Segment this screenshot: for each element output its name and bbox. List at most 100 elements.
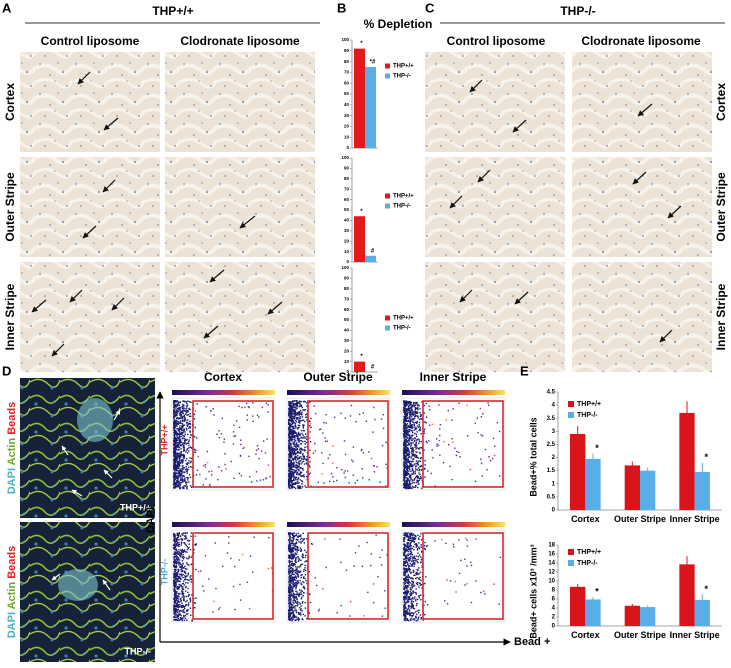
- event: [178, 596, 179, 597]
- event: [291, 554, 292, 555]
- event: [184, 416, 185, 417]
- event: [420, 546, 421, 547]
- event: [406, 487, 407, 488]
- event: [407, 432, 408, 433]
- event: [217, 479, 218, 480]
- event: [448, 444, 449, 445]
- event: [288, 482, 289, 483]
- event: [309, 461, 310, 462]
- event: [185, 532, 186, 533]
- event: [296, 567, 297, 568]
- event: [186, 484, 187, 485]
- event: [295, 460, 296, 461]
- event: [411, 488, 412, 489]
- event: [302, 453, 303, 454]
- panel-title: % Depletion: [364, 17, 433, 31]
- event: [288, 587, 289, 588]
- event: [413, 405, 414, 406]
- event: [301, 538, 302, 539]
- event: [310, 602, 311, 603]
- event: [303, 614, 304, 615]
- event: [291, 440, 292, 441]
- event: [321, 452, 322, 453]
- event: [410, 419, 411, 420]
- event: [176, 566, 177, 567]
- event: [195, 603, 196, 604]
- event: [295, 427, 296, 428]
- event: [413, 571, 414, 572]
- event: [183, 550, 184, 551]
- event: [203, 590, 204, 591]
- event: [405, 446, 406, 447]
- event: [179, 606, 180, 607]
- event: [177, 461, 178, 462]
- event: [349, 615, 350, 616]
- event: [416, 610, 417, 611]
- event: [173, 480, 174, 481]
- event: [297, 412, 298, 413]
- event: [299, 440, 300, 441]
- event: [406, 550, 407, 551]
- event: [408, 448, 409, 449]
- event: [291, 591, 292, 592]
- event: [288, 473, 289, 474]
- event: [357, 480, 358, 481]
- event: [291, 464, 292, 465]
- event: [296, 553, 297, 554]
- event: [191, 487, 192, 488]
- event: [415, 422, 416, 423]
- panel-title: THP+/+: [152, 4, 193, 18]
- event: [290, 542, 291, 543]
- event: [313, 405, 314, 406]
- event: [487, 402, 488, 403]
- event: [174, 442, 175, 443]
- event: [420, 544, 421, 545]
- event: [173, 573, 174, 574]
- event: [421, 488, 422, 489]
- event: [406, 602, 407, 603]
- event: [222, 566, 223, 567]
- event: [407, 434, 408, 435]
- event: [405, 428, 406, 429]
- event: [405, 618, 406, 619]
- event: [300, 564, 301, 565]
- event: [418, 457, 419, 458]
- event: [412, 486, 413, 487]
- event: [293, 554, 294, 555]
- event: [263, 479, 264, 480]
- event: [302, 541, 303, 542]
- event: [183, 589, 184, 590]
- event: [297, 435, 298, 436]
- event: [289, 557, 290, 558]
- event: [189, 413, 190, 414]
- event: [289, 429, 290, 430]
- event: [412, 592, 413, 593]
- event: [405, 593, 406, 594]
- event: [297, 601, 298, 602]
- event: [315, 413, 316, 414]
- event: [302, 441, 303, 442]
- event: [381, 418, 382, 419]
- event: [410, 553, 411, 554]
- event: [186, 407, 187, 408]
- event: [415, 454, 416, 455]
- event: [344, 440, 345, 441]
- event: [411, 428, 412, 429]
- event: [412, 584, 413, 585]
- event: [290, 561, 291, 562]
- event: [302, 481, 303, 482]
- event: [304, 538, 305, 539]
- event: [178, 467, 179, 468]
- event: [403, 564, 404, 565]
- event: [295, 411, 296, 412]
- event: [406, 613, 407, 614]
- event: [412, 537, 413, 538]
- event: [418, 618, 419, 619]
- event: [181, 432, 182, 433]
- event: [409, 610, 410, 611]
- event: [292, 411, 293, 412]
- event: [407, 401, 408, 402]
- event: [481, 463, 482, 464]
- event: [295, 566, 296, 567]
- event: [413, 471, 414, 472]
